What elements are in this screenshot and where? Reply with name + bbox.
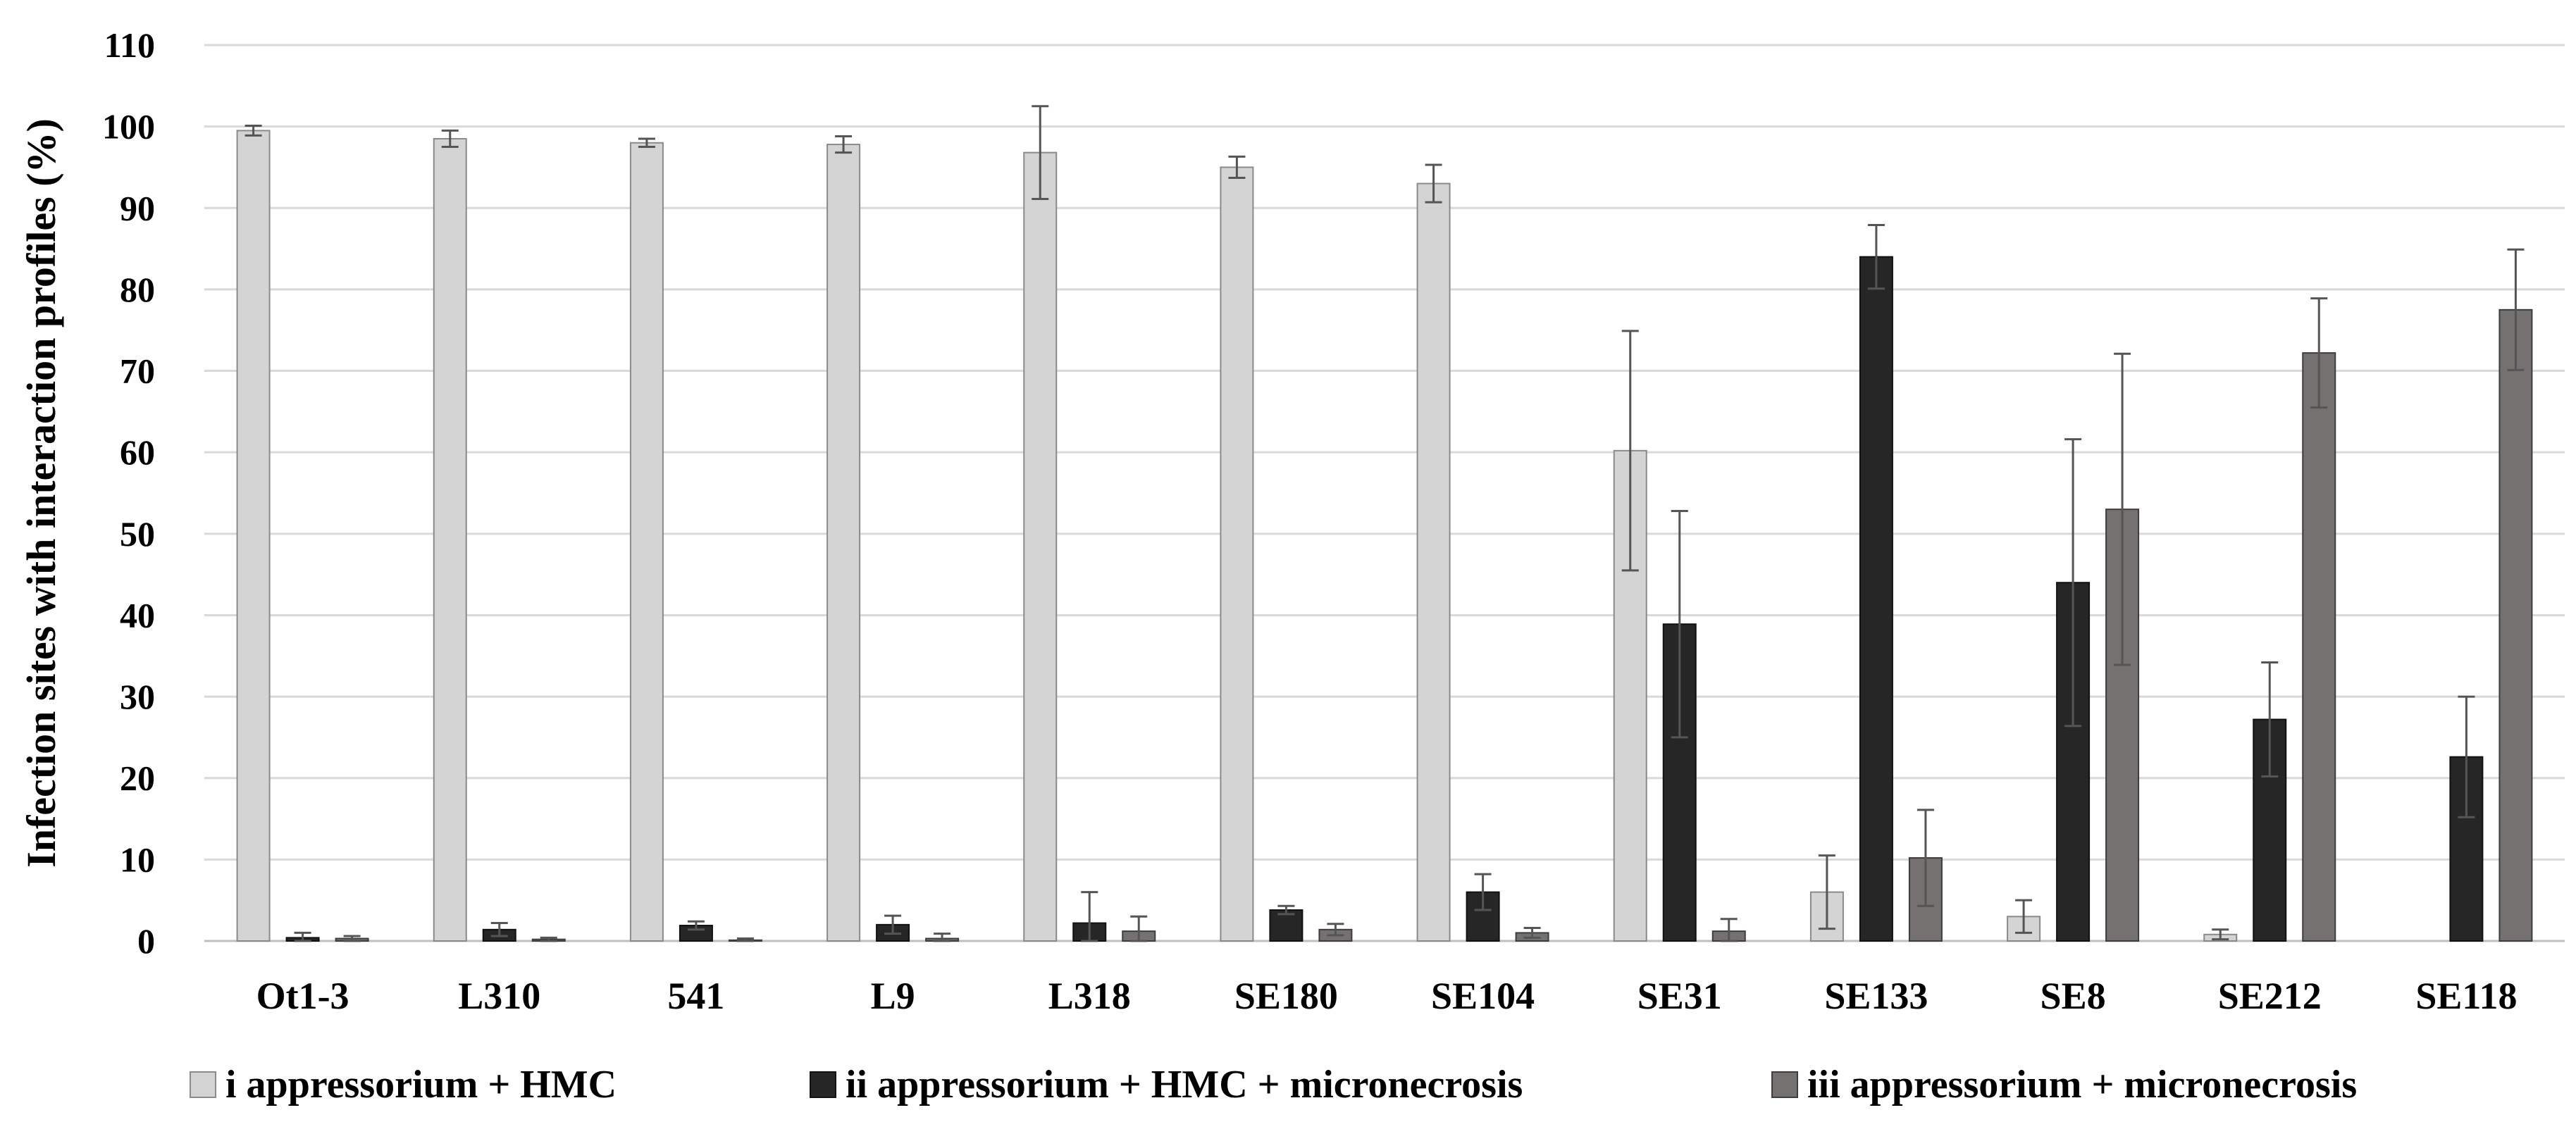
x-category-label: SE8 <box>2041 975 2106 1017</box>
error-bar-SE180-series-2 <box>1277 904 1295 916</box>
y-tick-label: 90 <box>120 188 155 227</box>
error-bar-Ot1-3-series-1 <box>244 124 262 137</box>
error-bar-L310-series-3 <box>540 936 557 942</box>
error-bar-L310-series-1 <box>441 129 459 149</box>
bar-Ot1-3-series-1 <box>236 130 271 942</box>
bars <box>236 130 2533 942</box>
gridlines <box>204 44 2565 942</box>
legend-item-series-1: i appressorium + HMC <box>190 1063 617 1106</box>
error-bar-SE8-series-2 <box>2064 438 2082 728</box>
error-bar-L9-series-1 <box>835 135 853 154</box>
x-category-label: Ot1-3 <box>256 975 349 1017</box>
y-axis-title: Infection sites with interaction profile… <box>18 118 64 868</box>
legend-swatch <box>1771 1071 1798 1098</box>
bar-541-series-1 <box>629 142 664 942</box>
error-bar-SE31-series-3 <box>1720 918 1738 942</box>
x-category-label: SE212 <box>2218 975 2322 1017</box>
error-bar-Ot1-3-series-3 <box>343 935 361 942</box>
legend: i appressorium + HMC ii appressorium + HM… <box>190 1063 2357 1106</box>
bar-SE180-series-1 <box>1220 166 1254 942</box>
error-bar-SE180-series-3 <box>1327 923 1344 937</box>
error-bar-SE31-series-2 <box>1671 509 1688 739</box>
error-bar-SE133-series-3 <box>1916 809 1934 907</box>
error-bar-SE104-series-1 <box>1425 163 1442 204</box>
x-category-label: L310 <box>458 975 540 1017</box>
y-axis-ticks: 0 10 20 30 40 50 60 70 80 90 100 110 <box>102 25 155 961</box>
error-bar-L9-series-2 <box>884 914 902 935</box>
x-category-label: L318 <box>1048 975 1131 1017</box>
x-category-label: SE118 <box>2415 975 2517 1017</box>
x-axis-categories: Ot1-3 L310 541 L9 L318 SE180 SE104 SE31 SE133 SE8… <box>256 975 2518 1017</box>
bar-SE180-series-2 <box>1269 909 1304 942</box>
error-bar-SE212-series-1 <box>2212 928 2229 941</box>
error-bar-SE118-series-3 <box>2507 248 2525 371</box>
error-bar-541-series-2 <box>687 920 705 931</box>
x-category-label: SE104 <box>1431 975 1535 1017</box>
bar-SE133-series-2 <box>1859 256 1893 942</box>
y-tick-label: 60 <box>120 432 155 472</box>
legend-item-series-2: ii appressorium + HMC + micronecrosis <box>810 1063 1523 1106</box>
x-category-label: SE180 <box>1234 975 1338 1017</box>
y-tick-label: 0 <box>137 921 155 961</box>
error-bar-Ot1-3-series-2 <box>294 931 311 942</box>
y-tick-label: 50 <box>120 514 155 554</box>
y-tick-label: 80 <box>120 270 155 309</box>
y-tick-label: 110 <box>104 25 155 65</box>
bar-L310-series-1 <box>433 137 467 942</box>
error-bar-SE104-series-2 <box>1474 873 1492 911</box>
y-tick-label: 20 <box>120 759 155 798</box>
error-bar-SE8-series-3 <box>2114 352 2131 666</box>
legend-label: ii appressorium + HMC + micronecrosis <box>846 1063 1523 1106</box>
error-bar-SE133-series-1 <box>1818 854 1835 930</box>
error-bar-SE104-series-3 <box>1523 926 1541 939</box>
error-bar-SE180-series-1 <box>1228 155 1246 179</box>
legend-item-series-3: iii appressorium + micronecrosis <box>1771 1063 2357 1106</box>
error-bar-L318-series-2 <box>1081 891 1098 942</box>
bar-SE118-series-3 <box>2498 308 2533 942</box>
error-bar-SE212-series-3 <box>2310 297 2328 409</box>
x-category-label: SE133 <box>1824 975 1928 1017</box>
error-bar-SE133-series-2 <box>1867 224 1885 290</box>
error-bars <box>244 105 2525 942</box>
error-bar-541-series-3 <box>736 937 754 942</box>
bar-SE104-series-1 <box>1416 182 1451 942</box>
x-category-label: 541 <box>667 975 724 1017</box>
error-bar-SE212-series-2 <box>2261 661 2279 778</box>
y-tick-label: 40 <box>120 595 155 635</box>
legend-swatch <box>810 1071 836 1098</box>
error-bar-SE31-series-1 <box>1621 330 1639 572</box>
bar-L9-series-1 <box>826 144 861 942</box>
y-tick-label: 100 <box>102 107 155 146</box>
error-bar-L310-series-2 <box>490 922 508 937</box>
error-bar-SE118-series-2 <box>2458 695 2475 818</box>
x-category-label: SE31 <box>1637 975 1722 1017</box>
legend-label: iii appressorium + micronecrosis <box>1807 1063 2357 1106</box>
error-bar-L318-series-3 <box>1130 915 1148 942</box>
bar-SE212-series-3 <box>2302 352 2336 942</box>
x-category-label: L9 <box>871 975 915 1017</box>
error-bar-L318-series-1 <box>1032 105 1049 201</box>
y-tick-label: 10 <box>120 840 155 879</box>
bar-L318-series-1 <box>1023 151 1058 942</box>
error-bar-SE8-series-1 <box>2015 899 2033 934</box>
y-tick-label: 70 <box>120 351 155 391</box>
error-bar-L9-series-3 <box>934 933 951 942</box>
legend-label: i appressorium + HMC <box>225 1063 617 1106</box>
legend-swatch <box>190 1071 216 1098</box>
error-bar-541-series-1 <box>638 137 655 149</box>
y-tick-label: 30 <box>120 677 155 716</box>
